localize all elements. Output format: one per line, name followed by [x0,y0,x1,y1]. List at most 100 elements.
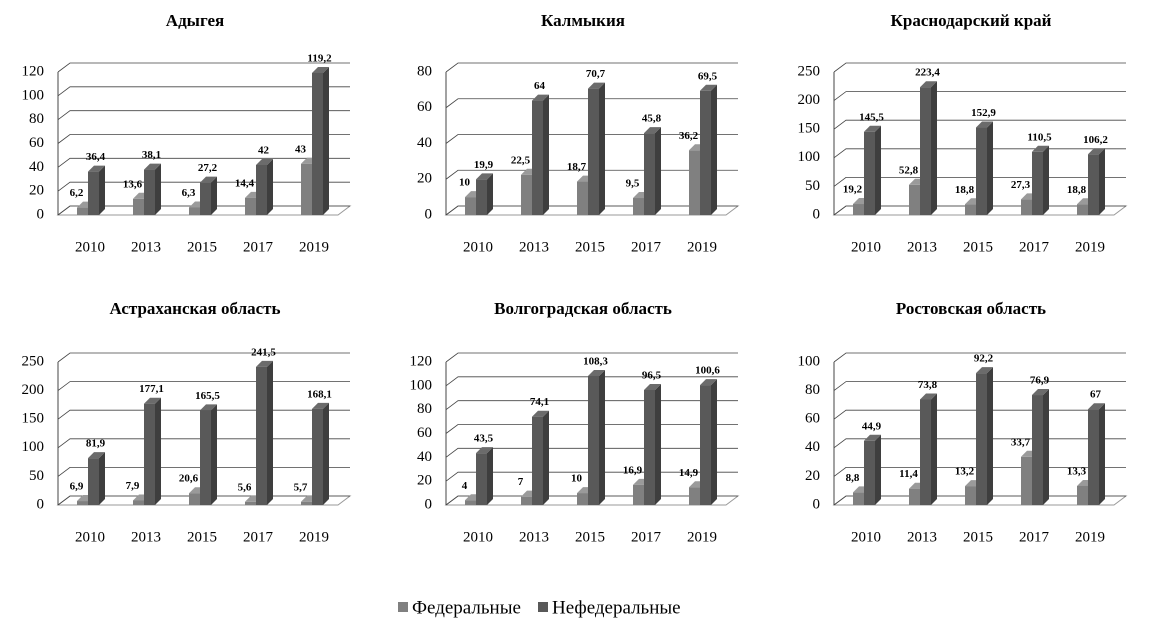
bar-side [267,158,273,215]
x-tick-label: 2015 [575,529,605,545]
bar-top [920,81,937,88]
y-tick-label: 20 [417,171,432,187]
bar [588,88,599,215]
y-tick-label: 200 [22,382,45,398]
legend-label: Нефедеральные [552,597,681,618]
value-label: 7 [518,476,524,488]
x-tick-label: 2019 [299,239,329,255]
chart-title: Краснодарский край [891,11,1052,30]
y-tick-label: 40 [29,159,44,175]
x-tick-label: 2017 [631,239,662,255]
bar-side [711,84,717,215]
value-label: 43,5 [474,433,494,445]
y-tick-label: 60 [417,99,432,115]
value-label: 69,5 [698,70,718,82]
legend-label: Федеральные [412,597,521,618]
bar-top [88,165,105,172]
bar-side [211,176,217,215]
value-label: 241,5 [251,346,276,358]
bar [1021,456,1032,505]
y-tick-label: 250 [798,63,821,79]
x-tick-label: 2019 [687,529,717,545]
bar-top [976,121,993,128]
bar [88,458,99,505]
bar [909,184,920,215]
bar [256,366,267,505]
value-label: 96,5 [642,370,662,382]
bar [920,399,931,505]
bar [864,131,875,215]
bar-side [599,369,605,505]
grid-line [445,62,738,73]
bar [465,500,476,505]
value-label: 27,2 [198,162,218,174]
chart-title: Волгоградская область [494,299,672,318]
y-tick-label: 20 [805,468,820,484]
grid-line [57,134,350,144]
bar [245,501,256,505]
bar-top [532,94,549,101]
y-tick-label: 20 [417,473,432,489]
value-label: 6,3 [182,187,196,199]
value-label: 45,8 [642,113,662,125]
grid-line [57,157,350,168]
bar-side [987,367,993,505]
bar [965,486,976,505]
y-tick-label: 0 [37,496,45,512]
y-tick-label: 20 [29,183,44,199]
value-label: 7,9 [126,480,140,492]
value-label: 9,5 [626,178,640,190]
value-label: 27,3 [1011,179,1031,191]
value-label: 19,2 [843,184,863,196]
bar [689,150,700,215]
bar [853,492,864,505]
bar [77,207,88,215]
bar-top [1032,389,1049,396]
y-tick-label: 100 [22,439,45,455]
value-label: 110,5 [1027,131,1052,143]
bar-top [312,402,329,409]
bar [965,204,976,215]
bar-top [476,173,493,180]
value-label: 16,9 [623,464,643,476]
y-tick-label: 0 [813,496,821,512]
bar [521,496,532,505]
bar [644,390,655,505]
bar-top [312,66,329,73]
value-label: 20,6 [179,473,199,485]
bar [700,90,711,215]
bar-side [655,127,661,215]
bar-side [655,384,661,505]
bar-side [543,410,549,505]
y-tick-label: 100 [410,377,433,393]
bar [301,501,312,505]
bar-side [543,94,549,215]
value-label: 67 [1090,389,1102,401]
y-tick-label: 120 [22,63,45,79]
bar [189,207,200,215]
x-tick-label: 2019 [1075,529,1105,545]
value-label: 152,9 [971,107,996,119]
value-label: 6,2 [70,187,84,199]
bar-side [323,402,329,505]
bar-side [487,447,493,505]
value-label: 5,6 [238,481,252,493]
value-label: 13,3 [1067,466,1087,478]
x-tick-label: 2015 [963,239,993,255]
y-tick-label: 80 [417,401,432,417]
chart-title: Ростовская область [896,299,1046,318]
value-label: 145,5 [859,111,884,123]
bar [1021,199,1032,215]
y-tick-label: 80 [805,382,820,398]
y-tick-label: 80 [417,63,432,79]
bar [476,179,487,215]
bar [853,204,864,215]
value-label: 4 [462,480,468,492]
value-label: 70,7 [586,68,606,80]
x-tick-label: 2017 [1019,239,1050,255]
x-tick-label: 2010 [463,239,493,255]
bar [133,500,144,505]
bar [577,181,588,215]
y-tick-label: 150 [22,411,45,427]
